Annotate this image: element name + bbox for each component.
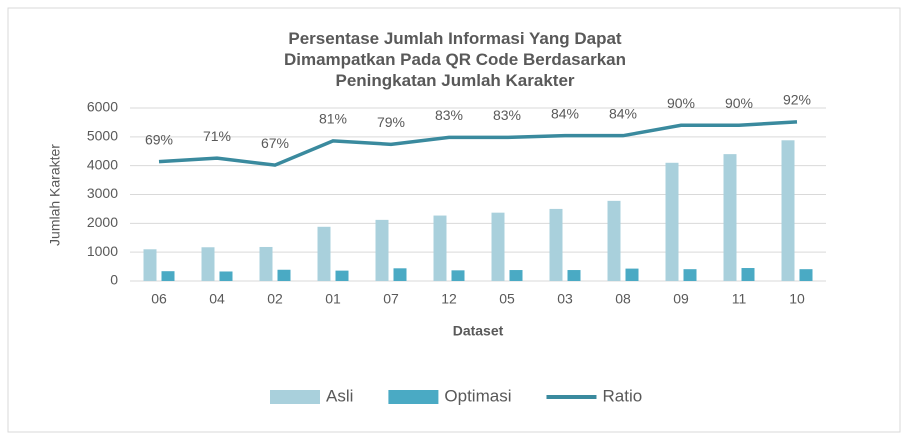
bar (607, 200, 621, 281)
bar (393, 268, 407, 281)
legend-swatch (388, 390, 439, 404)
x-tick-label: 02 (267, 291, 283, 307)
x-tick-label: 05 (499, 291, 515, 307)
bar (665, 162, 679, 281)
data-label: 90% (667, 95, 695, 111)
bar (317, 226, 331, 281)
bar (433, 215, 447, 281)
x-tick-label: 12 (441, 291, 457, 307)
bar (781, 140, 795, 281)
data-label: 67% (261, 135, 289, 151)
bar (201, 247, 215, 281)
legend-label: Ratio (602, 386, 642, 405)
data-label: 71% (203, 128, 231, 144)
bar (219, 271, 233, 281)
x-tick-label: 06 (151, 291, 167, 307)
bar (683, 269, 697, 281)
legend-swatch (270, 390, 320, 404)
y-tick-label: 3000 (87, 185, 118, 201)
data-label: 79% (377, 114, 405, 130)
bar (625, 268, 639, 281)
x-tick-label: 01 (325, 291, 341, 307)
y-tick-label: 1000 (87, 243, 118, 259)
x-tick-label: 10 (789, 291, 805, 307)
data-label: 92% (783, 92, 811, 108)
y-axis-label: Jumlah Karakter (47, 144, 63, 246)
bar (259, 246, 273, 281)
x-tick-label: 11 (732, 291, 747, 307)
bar (741, 268, 755, 281)
bar (375, 219, 389, 281)
data-label: 90% (725, 95, 753, 111)
bar (491, 212, 505, 281)
line (158, 120, 798, 167)
y-tick-label: 0 (110, 272, 118, 288)
bar (161, 271, 175, 281)
bar (335, 270, 349, 281)
x-tick-label: 08 (615, 291, 631, 307)
data-label: 83% (493, 107, 521, 123)
bar (799, 269, 813, 281)
bar (549, 208, 563, 281)
x-tick-label: 04 (209, 291, 225, 307)
bar (143, 249, 157, 281)
bar (723, 154, 737, 281)
y-tick-label: 2000 (87, 214, 118, 230)
y-tick-label: 6000 (87, 99, 118, 115)
data-label: 84% (609, 105, 637, 121)
chart-border (7, 7, 901, 433)
legend-label: Asli (326, 386, 353, 405)
x-axis-label: Dataset (453, 323, 504, 339)
bar (451, 270, 465, 281)
y-tick-label: 4000 (87, 156, 118, 172)
x-tick-label: 09 (673, 291, 689, 307)
bar (509, 270, 523, 281)
chart-title: Persentase Jumlah Informasi Yang Dapat D… (283, 29, 626, 90)
y-tick-label: 5000 (87, 128, 118, 144)
bar (277, 269, 291, 281)
x-tick-label: 03 (557, 291, 573, 307)
data-label: 69% (145, 131, 173, 147)
data-label: 83% (435, 107, 463, 123)
data-label: 81% (319, 111, 347, 127)
x-tick-label: 07 (383, 291, 399, 307)
data-label: 84% (551, 105, 579, 121)
legend-label: Optimasi (444, 386, 511, 405)
bar (567, 270, 581, 281)
